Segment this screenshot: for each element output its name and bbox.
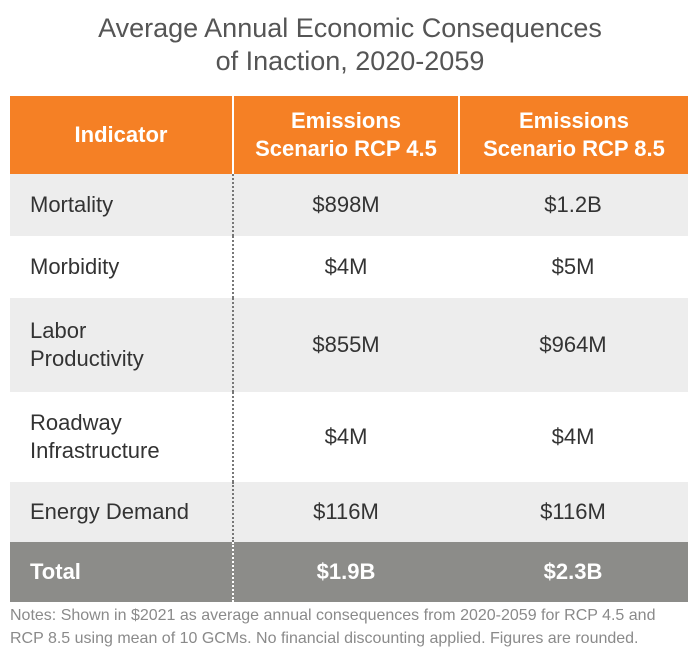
row-rcp85-value: $1.2B — [544, 192, 602, 217]
notes-line-2: RCP 8.5 using mean of 10 GCMs. No financ… — [10, 630, 639, 647]
row-rcp45-value: $898M — [232, 174, 458, 236]
row-indicator: Roadway Infrastructure — [10, 392, 232, 482]
table-row: Labor Productivity $855M $964M — [10, 298, 688, 392]
header-indicator: Indicator — [74, 122, 168, 147]
row-rcp45-value: $4M — [232, 392, 458, 482]
row-indicator-line-1: Labor — [30, 318, 87, 343]
chart-title-line-1: Average Annual Economic Consequences — [98, 13, 602, 43]
table-notes: Notes: Shown in $2021 as average annual … — [10, 604, 696, 650]
row-indicator-line-2: Productivity — [30, 346, 144, 371]
header-rcp45-line-1: Emissions — [290, 108, 402, 133]
chart-title-line-2: of Inaction, 2020-2059 — [215, 46, 485, 76]
row-indicator-line-1: Morbidity — [30, 254, 120, 279]
header-rcp85-line-1: Emissions — [518, 108, 630, 133]
table-row: Mortality $898M $1.2B — [10, 174, 688, 236]
notes-line-1: Notes: Shown in $2021 as average annual … — [10, 607, 656, 624]
total-rcp45-value: $1.9B — [232, 542, 458, 602]
row-rcp85-value: $5M — [551, 254, 595, 279]
header-rcp85: Emissions Scenario RCP 8.5 — [458, 96, 688, 174]
row-rcp85-value: $116M — [540, 499, 606, 524]
table-row: Energy Demand $116M $116M — [10, 482, 688, 542]
row-rcp85-value: $964M — [539, 332, 607, 357]
row-indicator-line-1: Roadway — [30, 410, 122, 435]
table-row: Roadway Infrastructure $4M $4M — [10, 392, 688, 482]
header-rcp45-line-2: Scenario RCP 4.5 — [255, 136, 437, 161]
row-rcp85-value: $4M — [551, 424, 595, 449]
row-indicator: Mortality — [10, 174, 232, 236]
header-rcp85-line-2: Scenario RCP 8.5 — [483, 136, 665, 161]
row-indicator: Energy Demand — [10, 482, 232, 542]
row-indicator-line-1: Mortality — [30, 192, 114, 217]
row-indicator-line-2: Infrastructure — [30, 438, 160, 463]
row-rcp45-value: $4M — [232, 236, 458, 298]
table-header-row: Indicator Emissions Scenario RCP 4.5 Emi… — [10, 96, 688, 174]
row-indicator: Morbidity — [10, 236, 232, 298]
total-label: Total — [30, 559, 81, 584]
row-indicator-line-1: Energy Demand — [30, 499, 189, 524]
consequences-table: Indicator Emissions Scenario RCP 4.5 Emi… — [10, 96, 688, 602]
row-indicator: Labor Productivity — [10, 298, 232, 392]
total-rcp85-value: $2.3B — [543, 559, 603, 584]
table-total-row: Total $1.9B $2.3B — [10, 542, 688, 602]
header-rcp45: Emissions Scenario RCP 4.5 — [232, 96, 458, 174]
row-rcp45-value: $116M — [232, 482, 458, 542]
chart-title: Average Annual Economic Consequences of … — [0, 12, 700, 78]
table-row: Morbidity $4M $5M — [10, 236, 688, 298]
row-rcp45-value: $855M — [232, 298, 458, 392]
